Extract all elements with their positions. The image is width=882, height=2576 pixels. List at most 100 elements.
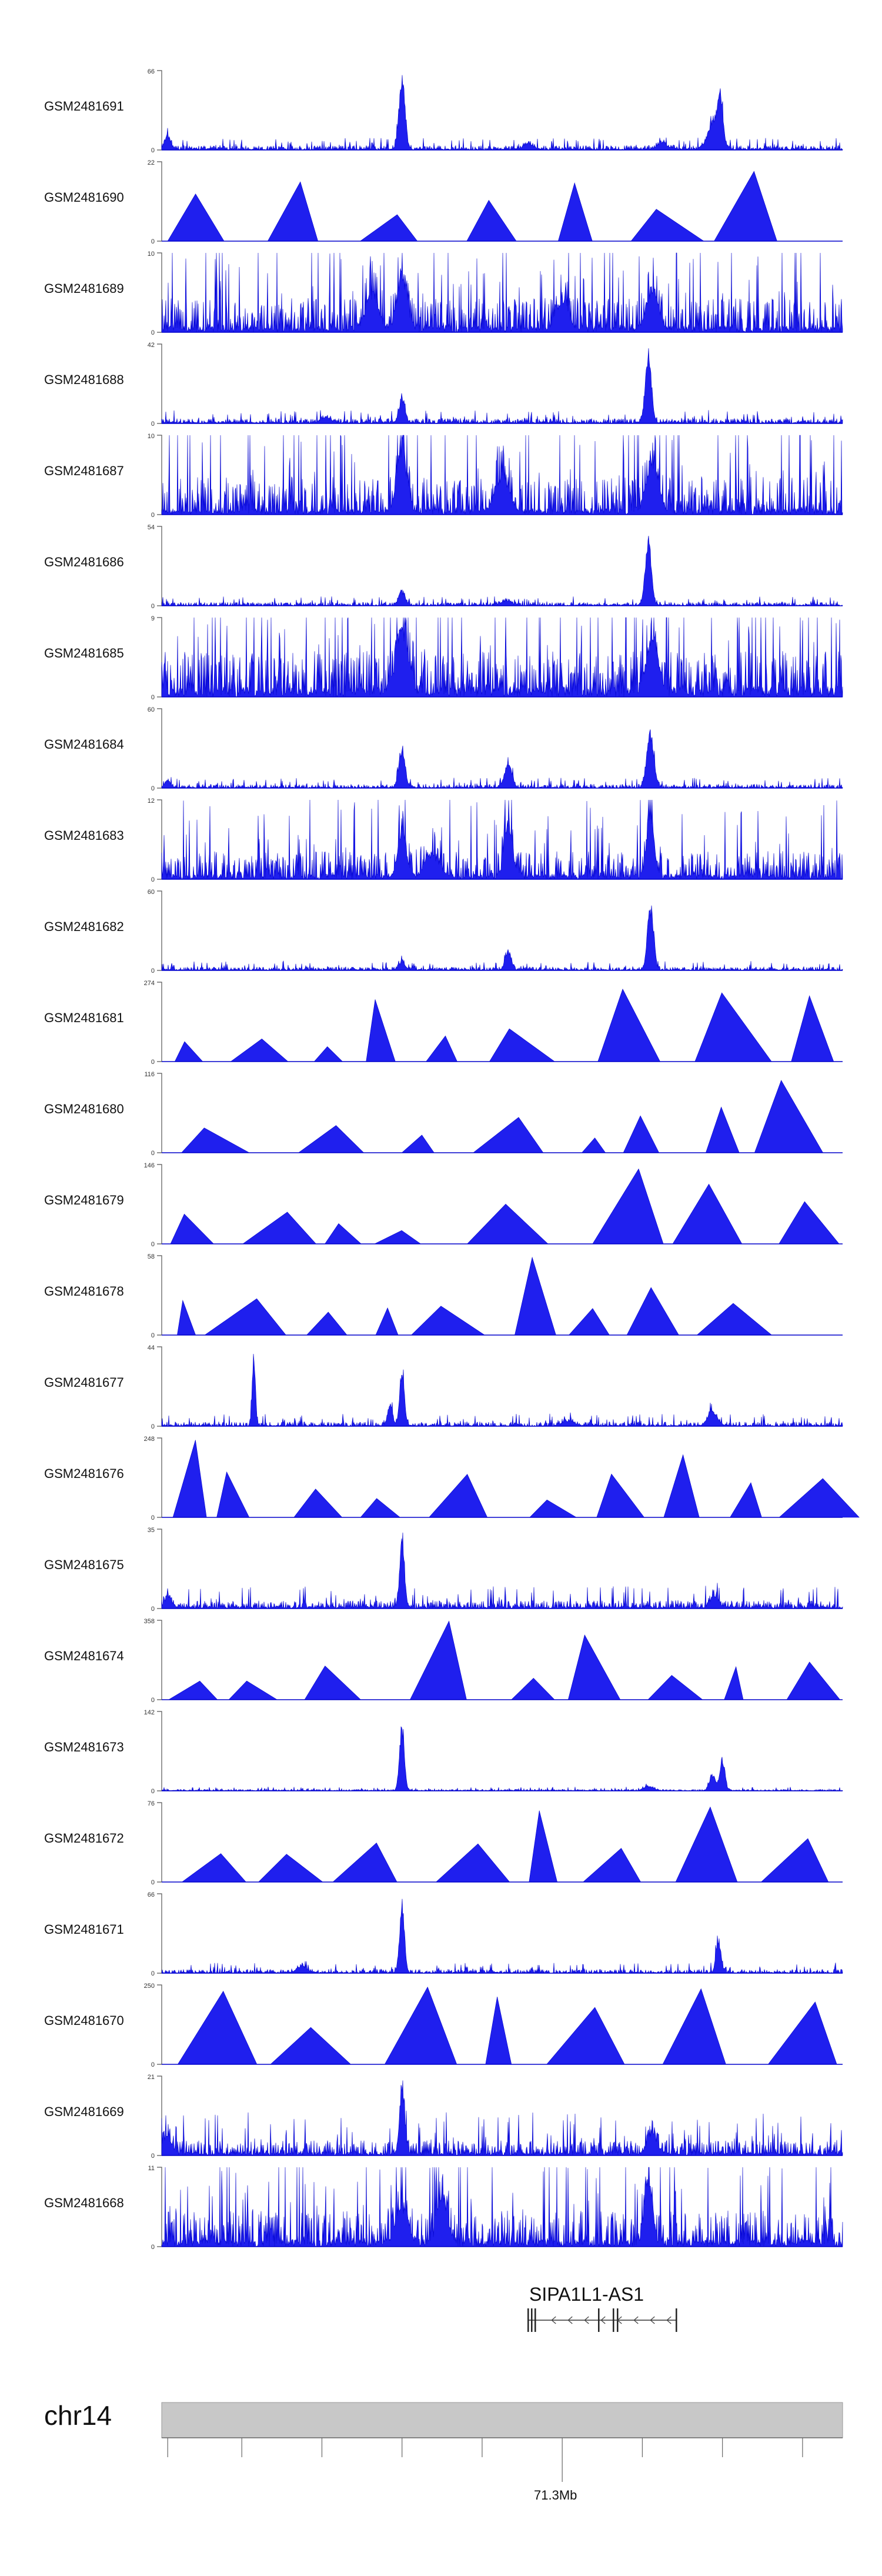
track-plot: 22 0 [148, 159, 843, 245]
track-plot: 35 0 [148, 1527, 843, 1613]
track-sample-label: GSM2481678 [44, 1284, 124, 1299]
y-max-tick-label: 54 [148, 524, 155, 531]
track-row: GSM2481674 358 0 [0, 1614, 882, 1706]
track-plot: 142 0 [144, 1709, 843, 1795]
y-min-tick-label: 0 [151, 1970, 155, 1977]
y-min-tick-label: 0 [151, 694, 155, 701]
track-row: GSM2481669 21 0 [0, 2070, 882, 2161]
track-row: GSM2481689 10 0 [0, 247, 882, 338]
y-min-tick-label: 0 [151, 147, 155, 154]
y-axis [157, 617, 162, 698]
y-max-tick-label: 9 [151, 615, 155, 622]
y-min-tick-label: 0 [151, 1332, 155, 1339]
y-axis [157, 1620, 162, 1700]
track-plot: 76 0 [148, 1800, 843, 1886]
track-row: GSM2481668 11 0 [0, 2161, 882, 2253]
y-min-tick-label: 0 [151, 2153, 155, 2160]
coverage-area [161, 1726, 843, 1792]
track-row: GSM2481680 116 0 [0, 1067, 882, 1159]
track-plot: 90 [151, 615, 843, 701]
y-axis [157, 435, 162, 515]
coverage-area [162, 989, 843, 1062]
y-max-tick-label: 116 [144, 1071, 155, 1078]
track-plot: 116 0 [144, 1071, 843, 1157]
y-min-tick-label: 0 [151, 785, 155, 792]
coverage-area [161, 1532, 843, 1609]
coverage-area [162, 1080, 843, 1153]
y-min-tick-label: 0 [151, 1514, 155, 1521]
coverage-area [161, 617, 843, 698]
y-min-tick-label: 0 [151, 421, 155, 428]
y-max-tick-label: 66 [148, 1891, 155, 1898]
track-plot: 60 0 [148, 706, 843, 792]
track-row: GSM2481682 60 0 [0, 885, 882, 976]
coverage-area [161, 905, 843, 971]
y-axis [157, 1346, 162, 1427]
track-sample-label: GSM2481679 [44, 1193, 124, 1207]
track-sample-label: GSM2481685 [44, 646, 124, 660]
y-min-tick-label: 0 [151, 1059, 155, 1066]
y-max-tick-label: 248 [144, 1436, 155, 1443]
y-axis [157, 1437, 162, 1518]
y-min-tick-label: 0 [151, 876, 155, 883]
coverage-area [161, 1353, 843, 1427]
track-row: GSM2481691 66 0 [0, 65, 882, 156]
y-max-tick-label: 250 [144, 1983, 155, 1990]
gene-model [527, 2308, 677, 2332]
track-sample-label: GSM2481669 [44, 2104, 124, 2119]
y-axis [157, 1073, 162, 1153]
track-row: GSM2481670 250 0 [0, 1979, 882, 2070]
track-plot: 11 0 [148, 2165, 843, 2251]
coverage-area [161, 2167, 843, 2247]
track-row: GSM2481686 54 0 [0, 520, 882, 612]
y-axis [157, 1711, 162, 1791]
y-axis [157, 1529, 162, 1609]
y-axis [157, 982, 162, 1062]
track-sample-label: GSM2481670 [44, 2013, 124, 2028]
y-min-tick-label: 0 [151, 1697, 155, 1704]
track-plot: 146 0 [144, 1162, 843, 1248]
strand-arrow [584, 2316, 589, 2324]
y-max-tick-label: 10 [148, 433, 155, 440]
y-max-tick-label: 10 [148, 251, 155, 258]
y-max-tick-label: 42 [148, 342, 155, 349]
gene-label: SIPA1L1-AS1 [529, 2284, 644, 2305]
track-sample-label: GSM2481687 [44, 463, 124, 478]
y-axis [157, 343, 162, 424]
track-plot: 358 0 [144, 1618, 843, 1704]
track-row: GSM2481688 42 0 [0, 338, 882, 429]
y-max-tick-label: 60 [148, 706, 155, 713]
chromosome-band [161, 2402, 843, 2438]
coverage-area [161, 535, 843, 607]
y-axis [157, 1255, 162, 1336]
y-max-tick-label: 35 [148, 1527, 155, 1534]
y-min-tick-label: 0 [151, 1150, 155, 1157]
y-axis [157, 2167, 162, 2247]
track-sample-label: GSM2481681 [44, 1010, 124, 1025]
coverage-area [162, 1168, 843, 1244]
track-sample-label: GSM2481683 [44, 828, 124, 843]
strand-arrow [567, 2316, 573, 2324]
chromosome-label: chr14 [44, 2400, 112, 2431]
y-min-tick-label: 0 [151, 238, 155, 245]
track-plot: 10 0 [148, 251, 843, 336]
track-row: GSM2481685 9 0 [0, 612, 882, 703]
track-row: GSM2481675 35 0 [0, 1523, 882, 1614]
track-row: GSM2481678 58 0 [0, 1250, 882, 1341]
coverage-area [161, 1898, 843, 1974]
coverage-area [161, 729, 843, 789]
track-sample-label: GSM2481676 [44, 1466, 124, 1481]
y-axis [157, 1802, 162, 1883]
track-row: GSM2481679 146 0 [0, 1159, 882, 1250]
y-axis [157, 70, 162, 151]
y-axis [157, 799, 162, 880]
track-sample-label: GSM2481671 [44, 1922, 124, 1937]
track-row: GSM2481687 10 0 [0, 429, 882, 520]
track-row: GSM2481673 142 0 [0, 1706, 882, 1797]
y-max-tick-label: 44 [148, 1344, 155, 1352]
track-sample-label: GSM2481673 [44, 1740, 124, 1754]
y-min-tick-label: 0 [151, 603, 155, 610]
track-sample-label: GSM2481674 [44, 1649, 124, 1663]
chromosome-axis [161, 2402, 843, 2482]
track-row: GSM2481676 248 0 [0, 1432, 882, 1523]
